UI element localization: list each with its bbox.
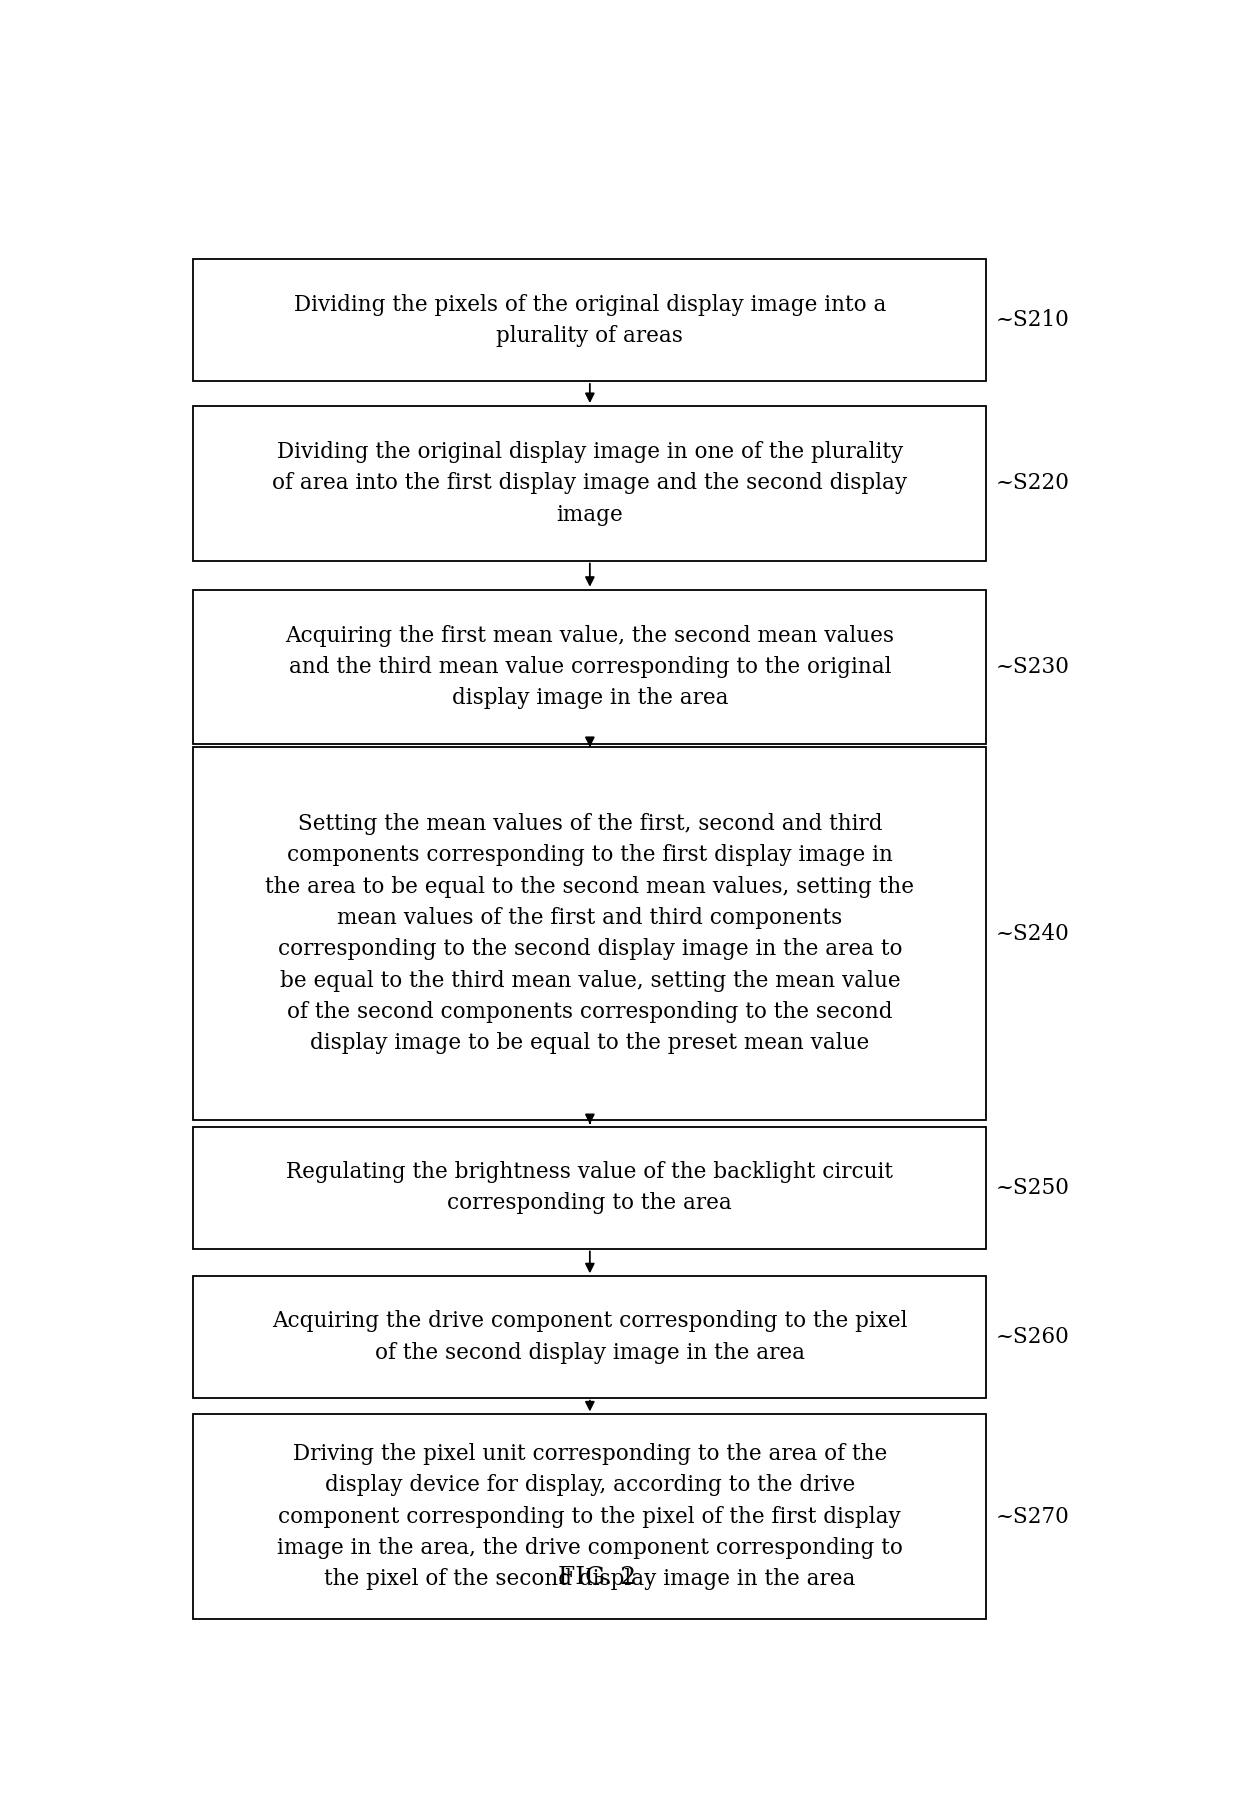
Text: Dividing the original display image in one of the plurality
of area into the fir: Dividing the original display image in o…	[273, 441, 908, 526]
FancyBboxPatch shape	[193, 1276, 986, 1398]
FancyBboxPatch shape	[193, 746, 986, 1119]
FancyBboxPatch shape	[193, 405, 986, 560]
FancyBboxPatch shape	[193, 590, 986, 745]
FancyBboxPatch shape	[193, 1127, 986, 1249]
Text: Regulating the brightness value of the backlight circuit
corresponding to the ar: Regulating the brightness value of the b…	[286, 1161, 893, 1215]
Text: ~S240: ~S240	[996, 922, 1070, 945]
Text: ~S270: ~S270	[996, 1505, 1070, 1527]
Text: Setting the mean values of the first, second and third
components corresponding : Setting the mean values of the first, se…	[265, 813, 914, 1055]
Text: ~S220: ~S220	[996, 472, 1070, 495]
Text: ~S260: ~S260	[996, 1326, 1070, 1347]
Text: Dividing the pixels of the original display image into a
plurality of areas: Dividing the pixels of the original disp…	[294, 294, 887, 346]
Text: ~S250: ~S250	[996, 1177, 1070, 1198]
Text: ~S230: ~S230	[996, 657, 1070, 678]
FancyBboxPatch shape	[193, 260, 986, 380]
FancyBboxPatch shape	[193, 1414, 986, 1618]
Text: Acquiring the first mean value, the second mean values
and the third mean value : Acquiring the first mean value, the seco…	[285, 624, 894, 709]
Text: Driving the pixel unit corresponding to the area of the
display device for displ: Driving the pixel unit corresponding to …	[277, 1442, 903, 1589]
Text: ~S210: ~S210	[996, 309, 1070, 332]
Text: Acquiring the drive component corresponding to the pixel
of the second display i: Acquiring the drive component correspond…	[272, 1310, 908, 1363]
Text: FIG. 2: FIG. 2	[558, 1566, 636, 1589]
